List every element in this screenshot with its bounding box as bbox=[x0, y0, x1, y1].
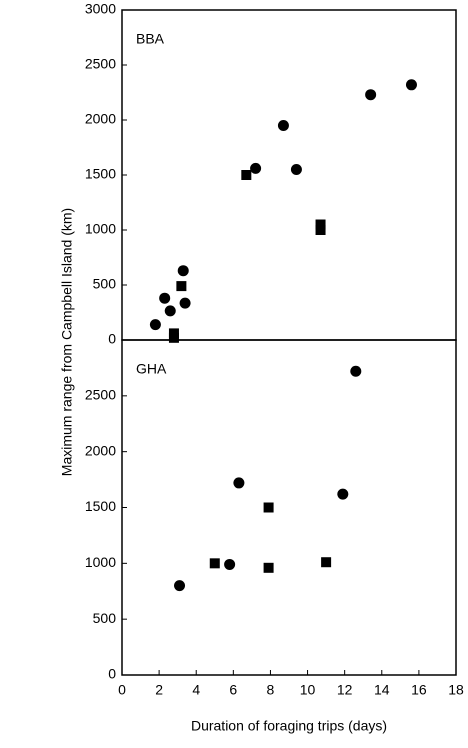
circle-point bbox=[277, 120, 289, 131]
square-point bbox=[263, 502, 274, 513]
circle-point bbox=[350, 365, 362, 377]
x-tick-label: 8 bbox=[267, 682, 275, 698]
circle-point bbox=[179, 297, 191, 309]
square-point bbox=[209, 558, 220, 569]
y-tick-label: 500 bbox=[93, 610, 117, 626]
circle-point bbox=[365, 89, 377, 101]
circle-point bbox=[233, 477, 245, 489]
y-tick-label: 2000 bbox=[85, 111, 116, 127]
circle-point bbox=[164, 305, 176, 317]
x-tick-label: 10 bbox=[300, 682, 316, 698]
x-tick-label: 0 bbox=[118, 682, 126, 698]
circle-point bbox=[224, 558, 236, 570]
y-tick-label: 2000 bbox=[85, 442, 116, 458]
y-axis-label: Maximum range from Campbell Island (km) bbox=[59, 208, 75, 476]
y-tick-label: 3000 bbox=[85, 1, 116, 17]
circle-point bbox=[149, 319, 161, 331]
circle-point bbox=[405, 79, 417, 91]
square-point bbox=[263, 562, 274, 573]
square-point bbox=[168, 332, 179, 343]
circle-point bbox=[159, 292, 171, 304]
circle-point bbox=[177, 265, 189, 277]
y-tick-label: 1000 bbox=[85, 221, 116, 237]
plot-frame bbox=[121, 339, 457, 676]
plot-frame bbox=[121, 9, 457, 341]
square-point bbox=[176, 281, 187, 292]
x-tick-label: 18 bbox=[448, 682, 464, 698]
x-tick-label: 6 bbox=[229, 682, 237, 698]
x-tick-label: 16 bbox=[411, 682, 427, 698]
circle-point bbox=[290, 164, 302, 175]
square-point bbox=[241, 170, 252, 180]
square-point bbox=[321, 557, 332, 568]
x-tick-label: 4 bbox=[192, 682, 200, 698]
y-tick-label: 500 bbox=[93, 276, 117, 292]
y-tick-label: 0 bbox=[108, 666, 116, 682]
x-tick-label: 12 bbox=[337, 682, 353, 698]
x-axis-label: Duration of foraging trips (days) bbox=[191, 718, 387, 734]
circle-point bbox=[250, 162, 262, 174]
square-point bbox=[315, 225, 326, 235]
y-tick-label: 1000 bbox=[85, 554, 116, 570]
x-tick-label: 2 bbox=[155, 682, 163, 698]
panel-label: GHA bbox=[136, 361, 167, 377]
circle-point bbox=[337, 488, 349, 500]
panel-label: BBA bbox=[136, 31, 165, 47]
y-tick-label: 2500 bbox=[85, 387, 116, 403]
square-point bbox=[315, 219, 326, 230]
y-tick-label: 2500 bbox=[85, 56, 116, 72]
y-tick-label: 0 bbox=[108, 331, 116, 347]
y-tick-label: 1500 bbox=[85, 498, 116, 514]
circle-point bbox=[174, 580, 186, 592]
y-tick-label: 1500 bbox=[85, 166, 116, 182]
x-tick-label: 14 bbox=[374, 682, 390, 698]
